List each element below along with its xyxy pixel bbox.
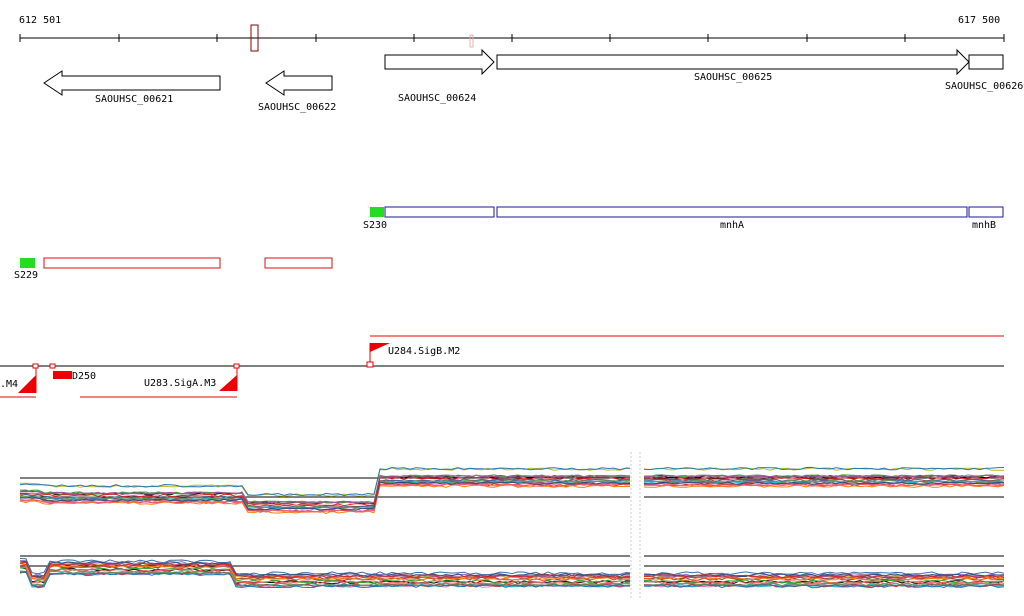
segment-marker-s230[interactable] [370, 207, 384, 217]
segment-marker-s229[interactable] [20, 258, 35, 268]
promoter-u283-label: U283.SigA.M3 [144, 378, 216, 389]
coordinate-ruler: 612 501 617 500 [19, 15, 1005, 52]
expression-profile-panel-2 [19, 555, 1005, 589]
panel2-profile-line-11 [19, 557, 1005, 576]
segment-label-s230: S230 [363, 220, 387, 231]
gene-arrow-00626[interactable] [968, 54, 1004, 70]
panel1-profile-line-8 [19, 484, 1005, 515]
gene-arrow-00624[interactable] [384, 48, 495, 76]
panel2-profile-line-10 [19, 571, 1005, 588]
promoter-left-partial-label: .M4 [0, 379, 18, 390]
promoter-left-site [32, 363, 39, 369]
panel2-profile-line-17 [19, 561, 1005, 579]
segment-block-00622[interactable] [264, 257, 333, 269]
promoter-u284-site [366, 361, 374, 368]
panel1-profile-line-13 [19, 474, 1005, 505]
terminator-d250-site [49, 363, 56, 369]
promoter-u283-site [233, 363, 240, 369]
promoter-u284-flag[interactable] [370, 343, 390, 352]
segment-block-00621[interactable] [43, 257, 221, 269]
gene-annotation-track: SAOUHSC_00621 SAOUHSC_00622 SAOUHSC_0062… [43, 48, 1023, 113]
segment-block-mnhB[interactable] [968, 206, 1004, 218]
gene-label-00622: SAOUHSC_00622 [258, 102, 336, 113]
ruler-start-label: 612 501 [19, 15, 61, 26]
segment-label-s229: S229 [14, 270, 38, 281]
gene-arrow-00621[interactable] [43, 70, 221, 96]
gene-label-mnhA: mnhA [720, 220, 744, 231]
gene-arrow-00625[interactable] [496, 48, 970, 76]
panel1-profile-line-16 [19, 466, 1005, 497]
gene-label-mnhB: mnhB [972, 220, 996, 231]
gene-label-00624: SAOUHSC_00624 [398, 93, 476, 104]
panel2-profile-line-16 [19, 570, 1005, 589]
gene-label-00621: SAOUHSC_00621 [95, 94, 173, 105]
panel2-profile-line-14 [19, 566, 1005, 585]
promoter-left-flag[interactable] [18, 375, 36, 393]
panel2-profile-line-8 [19, 563, 1005, 581]
gene-label-00626: SAOUHSC_00626 [945, 81, 1023, 92]
profile-gap-band [630, 452, 644, 600]
ruler-marker-faint [469, 34, 474, 48]
segment-block-mnhA[interactable] [496, 206, 968, 218]
promoter-u284-label: U284.SigB.M2 [388, 346, 460, 357]
expression-profile-panel-1 [19, 466, 1005, 515]
gene-arrow-00622[interactable] [265, 70, 333, 96]
panel2-profile-line-15 [19, 560, 1005, 578]
terminator-d250[interactable] [53, 371, 72, 379]
ruler-ticks [19, 34, 1005, 42]
gene-label-00625: SAOUHSC_00625 [694, 72, 772, 83]
segment-block-00624[interactable] [384, 206, 495, 218]
panel1-profile-line-17 [19, 476, 1005, 507]
ruler-end-label: 617 500 [958, 15, 1000, 26]
regulation-track: U284.SigB.M2 .M4 D250 U283.SigA.M3 [0, 335, 1004, 398]
promoter-u283-flag[interactable] [219, 375, 237, 391]
segment-track-lower: S229 [14, 257, 333, 281]
panel1-profile-line-15 [19, 481, 1005, 511]
ruler-marker-box [250, 24, 259, 52]
terminator-d250-label: D250 [72, 371, 96, 382]
segment-track-upper: S230 mnhA mnhB [363, 206, 1004, 231]
